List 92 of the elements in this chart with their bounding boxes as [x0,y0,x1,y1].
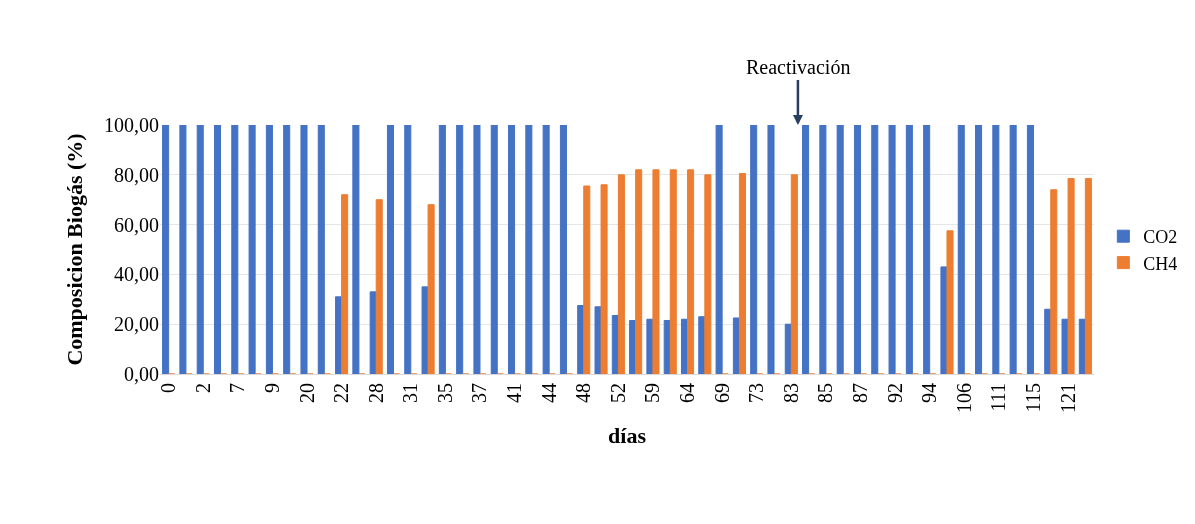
bar [871,125,879,374]
x-tick-label: 0 [157,383,180,393]
bar [231,125,239,374]
bar [248,125,256,374]
bar [923,125,931,374]
bar [525,125,533,374]
y-tick-label: 80,00 [114,163,159,186]
x-tick-label: 73 [745,383,768,403]
legend-label: CH4 [1143,253,1178,274]
bar [669,169,677,374]
bar [283,125,291,374]
legend-label: CO2 [1143,227,1178,248]
y-tick-label: 60,00 [114,213,159,236]
bar [1050,189,1058,374]
bar [992,125,1000,374]
bar [542,125,550,374]
x-tick-label: 52 [606,383,629,403]
bar [375,199,383,374]
x-tick-label: 41 [503,383,526,403]
x-tick-label: 7 [226,383,249,393]
x-tick-label: 28 [364,383,387,403]
bar [802,125,810,374]
bar [819,125,827,374]
y-tick-label: 0,00 [124,363,159,385]
bar [790,174,798,374]
bar [687,169,695,374]
bar [635,169,643,374]
bar [265,125,273,374]
bar [456,125,464,374]
bar [179,125,187,374]
bar [1084,178,1092,374]
bar [715,125,723,374]
x-tick-label: 94 [918,383,941,403]
bar [427,204,435,374]
x-tick-label: 111 [987,383,1010,412]
bar [341,194,349,374]
x-tick-label: 31 [399,383,422,403]
x-tick-label: 83 [779,383,802,403]
x-tick-label: 48 [572,383,595,403]
bar [473,125,481,374]
bar [404,125,412,374]
y-tick-label: 100,00 [104,114,159,136]
bar [196,125,204,374]
bar [386,125,394,374]
x-tick-label: 87 [849,383,871,403]
x-tick-label: 20 [295,383,318,403]
x-tick-label: 59 [641,383,664,403]
bar [300,125,308,374]
x-tick-label: 121 [1056,383,1079,413]
x-tick-label: 69 [710,383,733,403]
x-axis-title: días [608,422,647,448]
bar [946,230,954,374]
bar [1067,178,1075,374]
x-tick-label: 92 [883,383,906,403]
bar [888,125,896,374]
bar [600,184,608,374]
bar [853,125,861,374]
bar [738,173,746,374]
bar [1026,125,1034,374]
x-tick-label: 85 [814,383,837,403]
y-tick-label: 40,00 [114,263,159,286]
bar [704,174,712,374]
bar [905,125,913,374]
x-tick-label: 115 [1021,383,1044,413]
bar [652,169,660,374]
bar [836,125,844,374]
bar [975,125,983,374]
x-tick-label: 2 [191,383,214,393]
bar [750,125,758,374]
x-tick-label: 37 [468,383,491,403]
x-tick-label: 44 [537,383,560,403]
bar [438,125,446,374]
text: Reactivación [746,56,851,78]
x-tick-label: 22 [330,383,353,403]
bar [1009,125,1017,374]
x-tick-label: 64 [676,383,699,403]
bar [317,125,325,374]
bar [583,185,591,374]
x-tick-label: 106 [952,383,975,413]
bar [617,174,625,374]
bar [508,125,516,374]
y-tick-label: 20,00 [114,313,159,336]
bar [957,125,965,374]
bar [352,125,360,374]
bar [490,125,498,374]
bar [559,125,567,374]
bar [213,125,222,374]
x-tick-label: 9 [260,383,283,393]
bar [162,125,170,374]
x-tick-label: 35 [433,383,456,403]
y-axis-title: Composicion Biogás (%) [61,133,87,366]
bar [767,125,775,374]
